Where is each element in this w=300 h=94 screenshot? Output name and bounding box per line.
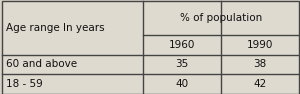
Text: 18 - 59: 18 - 59 [6,79,43,89]
Text: Age range In years: Age range In years [6,23,105,33]
Text: 40: 40 [175,79,188,89]
Text: 1990: 1990 [247,40,273,50]
Text: 60 and above: 60 and above [6,59,77,69]
Text: 38: 38 [253,59,267,69]
Text: 35: 35 [175,59,188,69]
Text: 42: 42 [253,79,267,89]
Text: % of population: % of population [180,13,262,23]
Text: 1960: 1960 [168,40,195,50]
